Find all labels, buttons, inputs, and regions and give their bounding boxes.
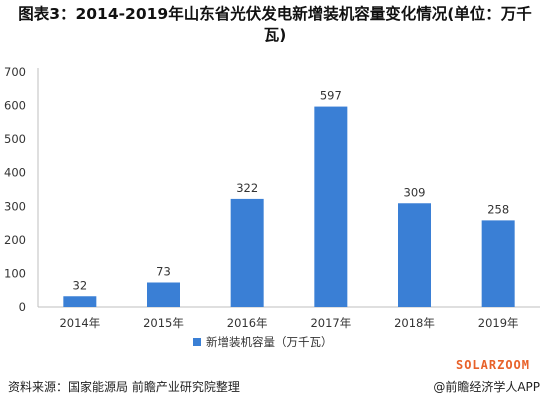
y-tick-label: 700 [4, 65, 26, 79]
bar [314, 106, 348, 307]
x-tick-label: 2019年 [478, 316, 519, 330]
bar [481, 220, 515, 307]
x-tick-label: 2018年 [394, 316, 435, 330]
source-note: 资料来源：国家能源局 前瞻产业研究院整理 [8, 380, 240, 394]
data-label: 322 [236, 181, 258, 195]
data-label: 73 [156, 264, 171, 278]
x-tick-label: 2015年 [143, 316, 184, 330]
x-tick-label: 2016年 [227, 316, 268, 330]
chart-title: 图表3：2014-2019年山东省光伏发电新增装机容量变化情况(单位：万千瓦) [18, 5, 532, 44]
bar [398, 203, 431, 307]
y-tick-label: 400 [4, 166, 26, 180]
brand-logo-text: SOLARZOOM [455, 358, 530, 372]
data-label: 597 [320, 89, 342, 103]
bar [230, 198, 264, 307]
x-tick-label: 2014年 [59, 316, 100, 330]
y-tick-label: 0 [19, 300, 26, 314]
x-tick-label: 2017年 [310, 316, 351, 330]
legend-swatch [193, 338, 201, 346]
y-tick-label: 300 [4, 199, 26, 213]
bar [147, 282, 180, 307]
y-tick-label: 200 [4, 233, 26, 247]
bar [63, 296, 97, 307]
y-tick-label: 100 [4, 266, 26, 280]
y-tick-label: 500 [4, 132, 26, 146]
app-credit: @前瞻经济学人APP [433, 380, 540, 394]
y-tick-label: 600 [4, 99, 26, 113]
data-label: 258 [487, 202, 509, 216]
data-label: 32 [73, 278, 88, 292]
data-label: 309 [404, 185, 426, 199]
legend-label: 新增装机容量（万千瓦） [206, 335, 333, 349]
